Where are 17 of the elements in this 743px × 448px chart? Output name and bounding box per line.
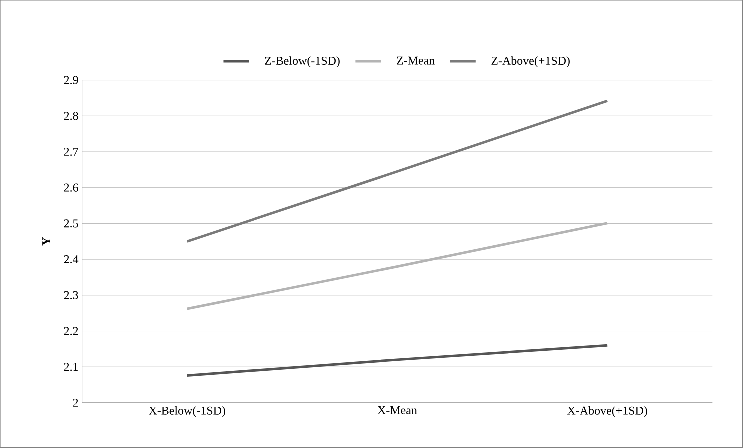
legend-label: Z-Above(+1SD): [492, 56, 570, 68]
x-tick-label: X-Mean: [378, 406, 418, 414]
y-tick-label: 2: [73, 398, 78, 407]
x-tick-label: X-Below(-1SD): [149, 406, 226, 418]
y-tick-label: 2.7: [64, 148, 78, 156]
y-tick-label: 2.5: [64, 219, 78, 228]
y-tick-label: 2.8: [64, 112, 78, 120]
y-tick-label: 2.9: [64, 76, 78, 84]
y-tick-label: 2.6: [64, 184, 78, 192]
y-tick-label: 2.1: [64, 362, 78, 372]
legend-label: Z-Below(-1SD): [265, 56, 340, 68]
y-axis-title: Y: [42, 237, 50, 246]
y-tick-label: 2.3: [64, 291, 78, 300]
legend-label: Z-Mean: [397, 56, 435, 65]
y-tick-label: 2.2: [64, 327, 78, 336]
y-tick-label: 2.4: [64, 255, 79, 264]
x-tick-label: X-Above(+1SD): [568, 406, 648, 418]
